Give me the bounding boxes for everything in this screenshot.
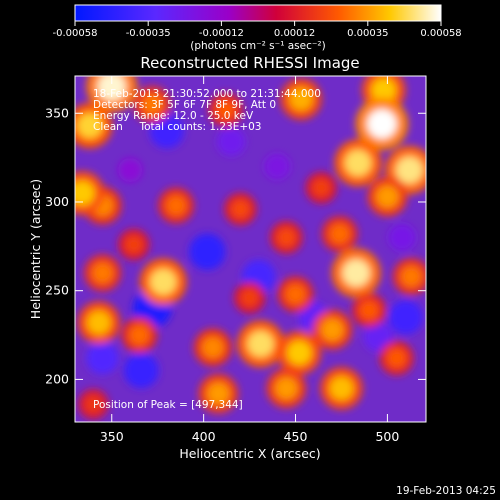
heatmap-hot-cell bbox=[400, 266, 422, 287]
heatmap-hot-cell bbox=[97, 76, 126, 101]
heatmap-hot-cell bbox=[231, 200, 250, 219]
heatmap-hot-cell bbox=[125, 235, 143, 254]
heatmap-cold-cell bbox=[363, 322, 394, 352]
colorbar-tick-label: 0.00035 bbox=[347, 28, 388, 39]
annotation-time-range: 18-Feb-2013 21:30:52.000 to 21:31:44.000 bbox=[93, 88, 321, 100]
colorbar-tick-label: 0.00058 bbox=[420, 28, 461, 39]
heatmap-hot-cell bbox=[141, 94, 163, 115]
y-tick-label: 350 bbox=[45, 105, 69, 120]
x-tick-label: 500 bbox=[375, 429, 399, 444]
colorbar-tick-label: 0.00012 bbox=[274, 28, 315, 39]
colorbar-unit-label: (photons cm⁻² s⁻¹ asec⁻²) bbox=[190, 40, 325, 52]
colorbar-gradient bbox=[74, 4, 442, 22]
colorbar-tick-label: -0.00012 bbox=[199, 28, 244, 39]
x-axis-label: Heliocentric X (arcsec) bbox=[179, 446, 320, 461]
heatmap-hot-cell bbox=[289, 87, 313, 111]
heatmap-hot-cell bbox=[240, 289, 259, 307]
heatmap-hot-cell bbox=[359, 300, 379, 320]
plot-frame bbox=[74, 75, 427, 423]
heatmap-hot-cell bbox=[329, 223, 350, 244]
heatmap-hot-cell bbox=[166, 195, 187, 216]
heatmap-hot-cell bbox=[247, 330, 274, 358]
heatmap-hot-cell bbox=[376, 185, 399, 208]
heatmap-hot-cell bbox=[344, 149, 372, 177]
heatmap-cold-cell bbox=[86, 341, 119, 375]
x-axis-ticks: 350 400 450 500 bbox=[100, 76, 399, 444]
heatmap-hot-cell bbox=[396, 156, 423, 184]
heatmap-hot-cell bbox=[207, 382, 230, 405]
heatmap-cold-cell bbox=[388, 300, 424, 335]
x-tick-label: 400 bbox=[192, 429, 216, 444]
heatmap-hot-cell bbox=[150, 268, 177, 295]
heatmap-hot-cell bbox=[216, 100, 236, 120]
heatmap-hot-cell bbox=[277, 228, 296, 247]
heatmap-hot-cell bbox=[321, 318, 344, 341]
heatmap-cold-cell bbox=[217, 127, 246, 156]
heatmap-hot-cell bbox=[202, 336, 224, 359]
peak-position-label: Position of Peak = [497,344] bbox=[93, 399, 243, 411]
y-axis-label: Heliocentric Y (arcsec) bbox=[28, 179, 43, 319]
y-axis-ticks: 200 250 300 350 bbox=[45, 105, 426, 386]
heatmap-cold-cell bbox=[388, 223, 416, 252]
heatmap-hot-cell bbox=[312, 179, 330, 197]
heatmap-cold-cell bbox=[123, 352, 159, 389]
heatmap-hot-cell bbox=[387, 348, 407, 368]
annotation-total-counts: Clean Total counts: 1.23E+03 bbox=[93, 121, 262, 133]
heatmap-cold-cell bbox=[264, 153, 291, 180]
heatmap-hot-cell bbox=[77, 113, 103, 139]
colorbar-ticks: -0.00058 -0.00035 -0.00012 0.00012 0.00035 0.… bbox=[53, 21, 462, 39]
heatmap-hot-cell bbox=[367, 109, 397, 139]
chart-title: Reconstructed RHESSI Image bbox=[140, 54, 359, 72]
heatmap-hot-cell bbox=[129, 325, 150, 346]
render-timestamp: 19-Feb-2013 04:25 bbox=[396, 485, 496, 497]
x-tick-label: 350 bbox=[100, 429, 124, 444]
annotation-block: 18-Feb-2013 21:30:52.000 to 21:31:44.000… bbox=[93, 88, 321, 411]
heatmap-hot-cell bbox=[92, 262, 113, 284]
y-tick-label: 250 bbox=[45, 283, 69, 298]
heatmap-hot-cell bbox=[371, 78, 396, 103]
heatmap-cold-cell bbox=[118, 157, 143, 183]
colorbar-tick-label: -0.00035 bbox=[126, 28, 171, 39]
heatmap-hot-cell bbox=[275, 377, 298, 400]
annotation-energy-range: Energy Range: 12.0 - 25.0 keV bbox=[93, 110, 254, 122]
heatmap-hot-cell bbox=[329, 376, 354, 401]
heatmap-hot-cell bbox=[285, 284, 306, 305]
colorbar: -0.00058 -0.00035 -0.00012 0.00012 0.00035 0.… bbox=[53, 4, 462, 52]
heatmap-hot-cell bbox=[84, 395, 102, 413]
heatmap-cold-cell bbox=[149, 113, 185, 149]
colorbar-tick-label: -0.00058 bbox=[53, 28, 98, 39]
heatmap-hot-cell bbox=[342, 259, 370, 287]
heatmap-cold-cell bbox=[189, 233, 226, 270]
heatmap-hot-cell bbox=[75, 180, 95, 206]
heatmap-area bbox=[75, 76, 426, 422]
x-tick-label: 450 bbox=[284, 429, 308, 444]
heatmap-blobs bbox=[75, 76, 426, 420]
y-tick-label: 200 bbox=[45, 371, 69, 386]
y-tick-label: 300 bbox=[45, 194, 69, 209]
heatmap-hot-cell bbox=[287, 340, 312, 365]
heatmap-hot-cell bbox=[87, 310, 111, 335]
annotation-detectors: Detectors: 3F 5F 6F 7F 8F 9F, Att 0 bbox=[93, 99, 276, 111]
